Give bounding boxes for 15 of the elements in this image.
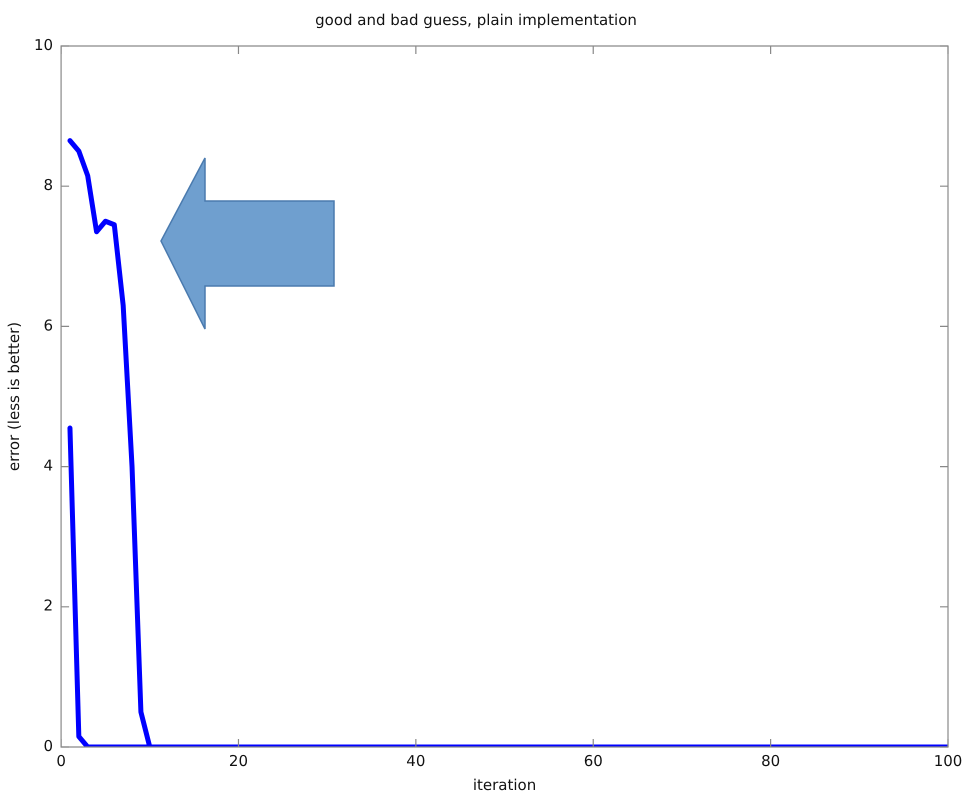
x-tick-label: 60 [584,752,603,770]
x-tick-label: 0 [56,752,66,770]
y-tick-label: 8 [44,176,54,194]
x-tick-label: 80 [761,752,780,770]
chart-title: good and bad guess, plain implementation [315,10,637,29]
y-tick-label: 4 [44,456,54,474]
x-tick-label: 40 [406,752,426,770]
x-tick-label: 100 [934,752,962,770]
x-axis-title: iteration [472,776,536,794]
y-axis-title: error (less is better) [4,322,23,472]
x-tick-label: 20 [228,752,248,770]
y-tick-label: 6 [44,316,54,334]
y-tick-label: 0 [44,736,54,755]
y-tick-label: 2 [44,596,54,615]
y-tick-label: 10 [34,36,54,54]
